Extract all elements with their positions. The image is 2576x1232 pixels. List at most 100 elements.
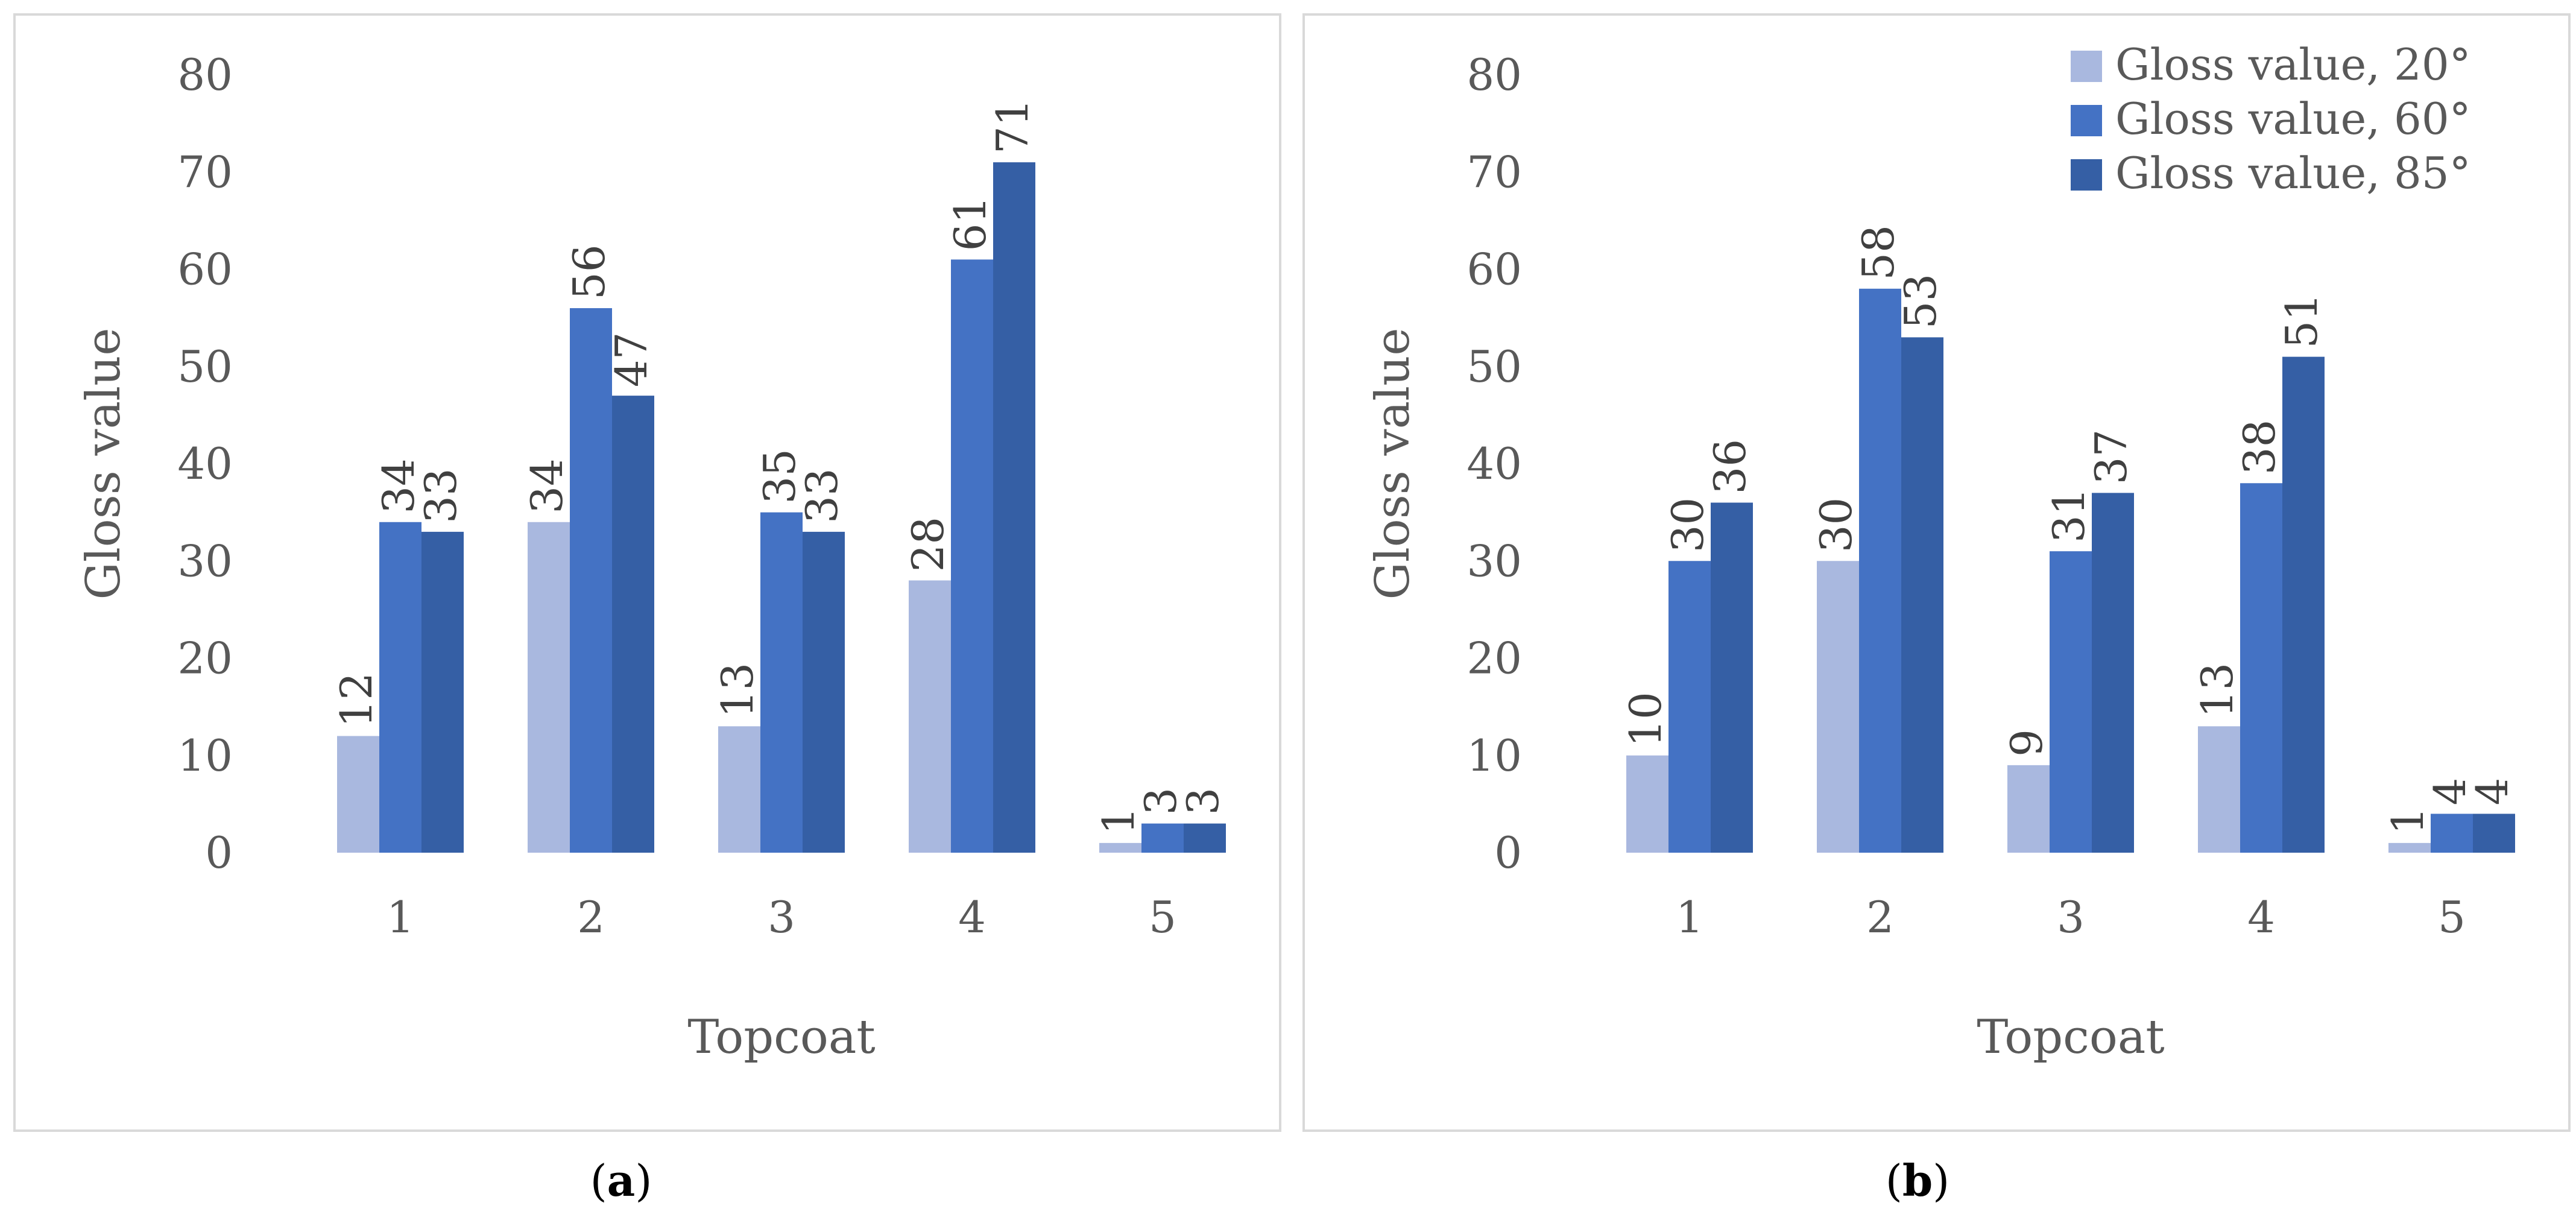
data-label: 36 — [1705, 439, 1755, 494]
bar-b-s1-c3 — [2007, 765, 2050, 853]
legend-swatch — [2071, 105, 2102, 136]
bar-a-s1-c2 — [528, 522, 570, 853]
y-tick-label: 70 — [177, 147, 233, 197]
data-label: 4 — [2425, 778, 2475, 806]
caption-a: (a) — [590, 1155, 652, 1206]
data-label: 61 — [945, 196, 996, 251]
data-label: 37 — [2086, 429, 2136, 485]
y-tick-label: 40 — [177, 438, 233, 489]
caption-b-letter: b — [1902, 1155, 1933, 1206]
y-tick-label: 0 — [1494, 827, 1522, 878]
data-label: 13 — [712, 663, 763, 718]
data-label: 56 — [564, 244, 614, 300]
x-axis-title: Topcoat — [687, 1010, 875, 1064]
bar-b-s3-c1 — [1711, 502, 1753, 853]
legend-swatch — [2071, 159, 2102, 191]
y-tick-label: 50 — [177, 341, 233, 392]
bar-a-s2-c1 — [379, 522, 421, 853]
x-tick-label: 3 — [2057, 892, 2085, 943]
x-tick-label: 4 — [958, 892, 986, 943]
data-label: 3 — [1135, 788, 1186, 815]
data-label: 4 — [2467, 778, 2518, 806]
legend-label: Gloss value, 85° — [2115, 148, 2471, 198]
chart-b-svg: 0 10 20 30 40 50 60 70 80 Gloss value Topcoat 1 10 30… — [1366, 39, 2518, 1064]
bar-a-s2-c2 — [570, 308, 612, 853]
y-axis-title: Gloss value — [77, 328, 131, 600]
data-label: 51 — [2276, 293, 2327, 349]
bar-a-s1-c3 — [718, 726, 760, 853]
legend-label: Gloss value, 60° — [2115, 93, 2471, 144]
bar-b-s3-c5 — [2473, 813, 2515, 853]
y-tick-label: 30 — [1466, 535, 1522, 586]
x-tick-label: 1 — [387, 892, 414, 943]
bar-b-s3-c4 — [2282, 356, 2325, 853]
chart-panel-b: 0 10 20 30 40 50 60 70 80 Gloss value Topcoat 1 10 30… — [1302, 13, 2571, 1132]
data-label: 47 — [606, 332, 657, 388]
x-tick-label: 4 — [2247, 892, 2275, 943]
data-label: 1 — [1093, 807, 1144, 835]
x-tick-label: 5 — [1149, 892, 1176, 943]
bar-a-s1-c4 — [909, 580, 951, 853]
bar-a-s3-c3 — [803, 531, 845, 853]
data-label: 12 — [331, 672, 382, 728]
y-tick-label: 70 — [1466, 147, 1522, 197]
bar-b-s2-c2 — [1859, 288, 1901, 853]
bar-a-s2-c4 — [951, 259, 993, 853]
data-label: 10 — [1620, 692, 1671, 747]
bar-a-s1-c5 — [1099, 842, 1141, 853]
chart-panel-a: 0 10 20 30 40 50 60 70 80 Gloss value Topcoat 1 12 34… — [13, 13, 1281, 1132]
y-tick-label: 20 — [177, 633, 233, 684]
y-tick-label: 0 — [205, 827, 233, 878]
data-label: 38 — [2234, 420, 2285, 475]
data-label: 9 — [2001, 729, 2052, 757]
y-tick-label: 30 — [177, 535, 233, 586]
y-tick-label: 40 — [1466, 438, 1522, 489]
x-tick-label: 5 — [2438, 892, 2466, 943]
bar-b-s1-c5 — [2388, 842, 2431, 853]
y-tick-label: 60 — [177, 244, 233, 295]
bar-b-s3-c3 — [2092, 493, 2134, 853]
data-label: 71 — [987, 99, 1038, 154]
data-label: 34 — [373, 458, 424, 514]
data-label: 58 — [1853, 225, 1904, 280]
bar-b-s1-c1 — [1626, 755, 1668, 853]
data-label: 13 — [2192, 663, 2243, 718]
y-tick-label: 20 — [1466, 633, 1522, 684]
data-label: 30 — [1662, 498, 1713, 553]
data-label: 31 — [2044, 488, 2094, 543]
y-tick-label: 80 — [177, 49, 233, 100]
bar-a-s1-c1 — [337, 736, 379, 853]
bar-a-s3-c4 — [993, 162, 1035, 853]
data-label: 33 — [797, 468, 847, 523]
x-tick-label: 3 — [768, 892, 795, 943]
data-label: 34 — [522, 458, 572, 514]
bar-b-s2-c5 — [2431, 813, 2473, 853]
legend-swatch — [2071, 51, 2102, 82]
data-label: 53 — [1895, 274, 1946, 329]
y-tick-label: 80 — [1466, 49, 1522, 100]
legend-label: Gloss value, 20° — [2115, 39, 2471, 90]
y-tick-label: 60 — [1466, 244, 1522, 295]
data-label: 35 — [754, 449, 805, 504]
data-label: 33 — [415, 468, 466, 523]
caption-b: (b) — [1885, 1155, 1950, 1206]
bar-a-s2-c5 — [1141, 823, 1184, 853]
data-label: 1 — [2382, 807, 2433, 835]
y-tick-label: 50 — [1466, 341, 1522, 392]
y-tick-label: 10 — [1466, 730, 1522, 781]
data-label: 28 — [903, 517, 953, 572]
bar-b-s3-c2 — [1901, 337, 1943, 853]
caption-a-letter: a — [607, 1155, 636, 1206]
x-axis-title: Topcoat — [1977, 1010, 2164, 1064]
x-tick-label: 2 — [1866, 892, 1894, 943]
x-tick-label: 1 — [1676, 892, 1703, 943]
bar-b-s2-c1 — [1668, 561, 1711, 853]
bar-a-s2-c3 — [760, 512, 803, 853]
bar-a-s3-c2 — [612, 396, 654, 853]
bar-a-s3-c5 — [1184, 823, 1226, 853]
data-label: 3 — [1178, 788, 1228, 815]
bar-b-s2-c4 — [2240, 483, 2282, 853]
x-tick-label: 2 — [577, 892, 605, 943]
bar-a-s3-c1 — [421, 531, 464, 853]
